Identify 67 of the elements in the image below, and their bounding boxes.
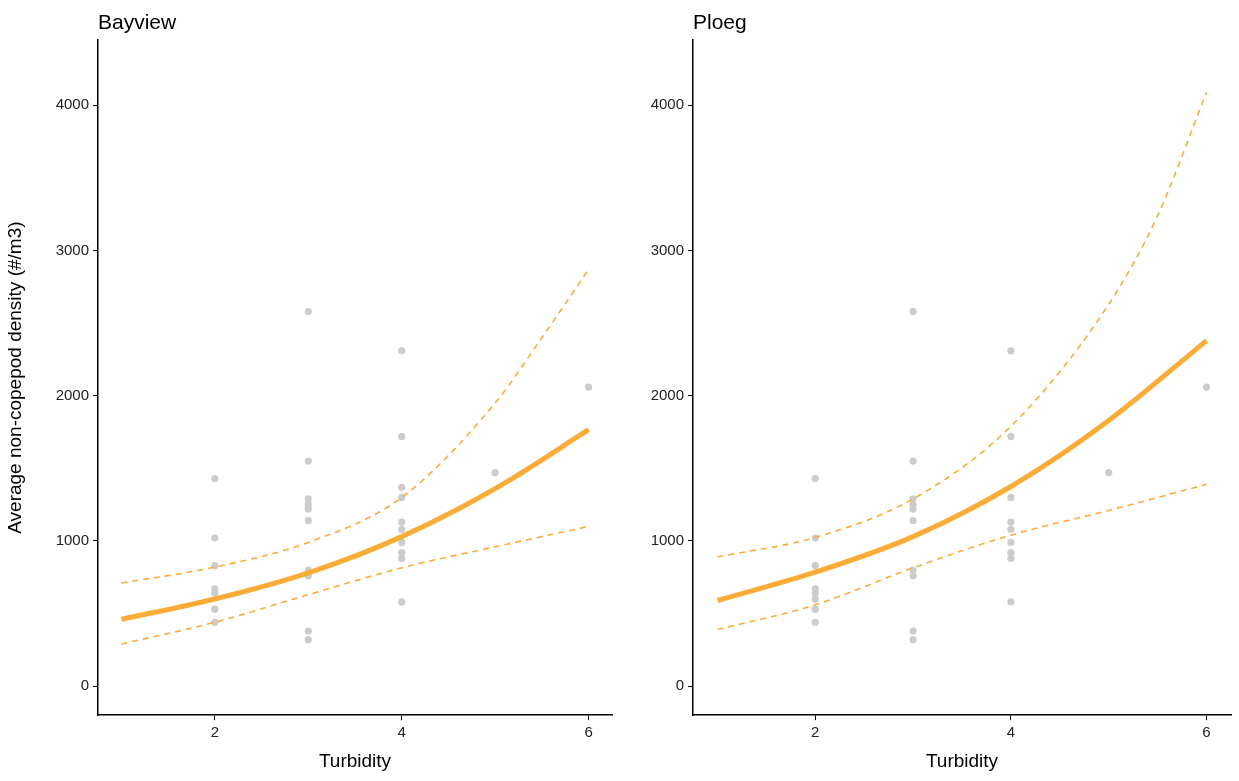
point bbox=[909, 307, 917, 316]
point bbox=[1007, 538, 1015, 547]
point bbox=[398, 554, 406, 562]
line-series bbox=[716, 483, 1208, 631]
line-series bbox=[120, 268, 590, 584]
point bbox=[909, 517, 917, 525]
point bbox=[1007, 554, 1015, 562]
point bbox=[1105, 469, 1113, 477]
point bbox=[811, 595, 819, 603]
point bbox=[909, 627, 917, 635]
point bbox=[211, 618, 219, 626]
point bbox=[1202, 383, 1211, 391]
x-axis-title: Turbidity bbox=[925, 749, 999, 771]
y-tick-label: 2000 bbox=[55, 385, 89, 403]
point bbox=[304, 627, 312, 635]
x-tick-label: 6 bbox=[584, 723, 593, 741]
x-tick-label: 2 bbox=[811, 723, 820, 741]
y-tick-label: 4000 bbox=[55, 95, 89, 113]
point bbox=[398, 483, 406, 491]
point bbox=[1007, 518, 1015, 526]
x-axis-title: Turbidity bbox=[318, 749, 392, 771]
point bbox=[909, 636, 917, 644]
point bbox=[1007, 525, 1015, 533]
point bbox=[304, 517, 312, 525]
point bbox=[491, 469, 499, 477]
point bbox=[398, 598, 406, 606]
point bbox=[398, 525, 406, 533]
y-tick-label: 1000 bbox=[55, 531, 89, 549]
point bbox=[211, 562, 219, 570]
point bbox=[1007, 347, 1015, 355]
point bbox=[211, 474, 219, 483]
point bbox=[1007, 493, 1015, 501]
point bbox=[211, 534, 219, 542]
point bbox=[398, 432, 406, 441]
y-tick-label: 0 bbox=[80, 676, 89, 694]
point bbox=[1007, 432, 1015, 441]
point bbox=[398, 347, 406, 355]
point bbox=[398, 518, 406, 526]
point bbox=[1007, 548, 1015, 557]
y-tick-label: 1000 bbox=[650, 531, 684, 549]
point bbox=[811, 562, 819, 570]
point bbox=[811, 605, 819, 613]
x-tick-label: 2 bbox=[210, 723, 219, 741]
point bbox=[909, 572, 917, 580]
x-tick-label: 4 bbox=[397, 723, 406, 741]
point bbox=[585, 383, 593, 391]
y-tick-label: 0 bbox=[675, 676, 684, 694]
y-tick-label: 3000 bbox=[55, 240, 89, 258]
y-tick-label: 3000 bbox=[650, 240, 684, 258]
x-tick-label: 4 bbox=[1006, 723, 1016, 741]
point bbox=[398, 538, 406, 547]
point bbox=[211, 605, 219, 613]
line-series bbox=[716, 91, 1208, 558]
y-tick-label: 2000 bbox=[650, 385, 684, 403]
point bbox=[811, 474, 819, 483]
point bbox=[909, 457, 917, 465]
point bbox=[398, 548, 406, 557]
point bbox=[304, 636, 312, 644]
chart-title: Bayview bbox=[98, 10, 178, 33]
point bbox=[1007, 598, 1015, 606]
y-axis-title: Average non-copepod density (#/m3) bbox=[3, 221, 25, 534]
point bbox=[811, 618, 819, 626]
point bbox=[304, 307, 312, 316]
x-tick-label: 6 bbox=[1202, 723, 1211, 741]
chart-title: Ploeg bbox=[693, 10, 747, 33]
y-tick-label: 4000 bbox=[650, 95, 684, 113]
point bbox=[304, 457, 312, 465]
